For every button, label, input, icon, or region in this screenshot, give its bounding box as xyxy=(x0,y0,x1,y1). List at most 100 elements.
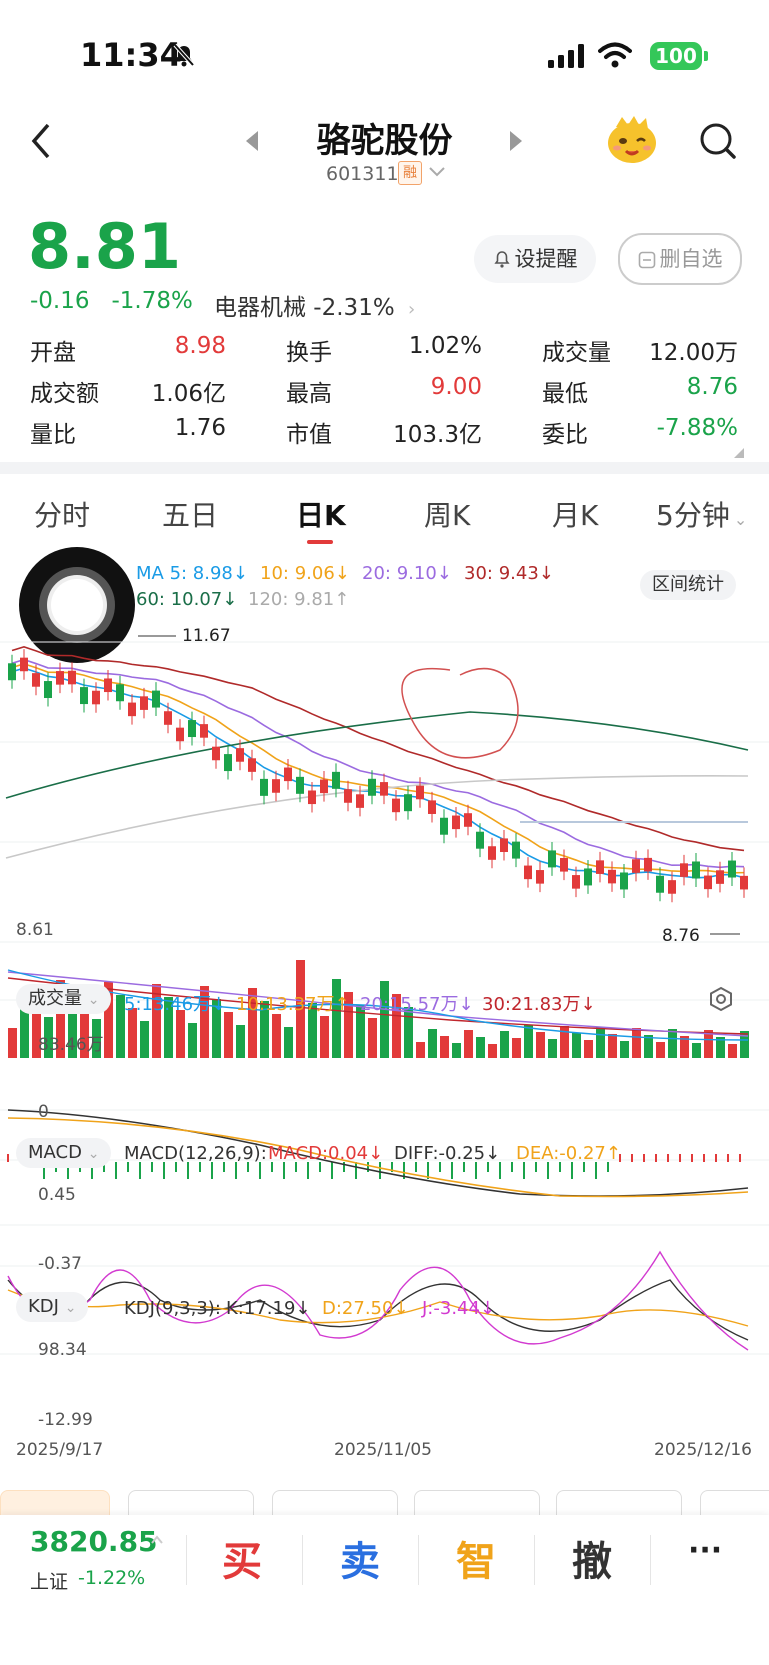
candle xyxy=(692,861,700,879)
settings-hex-icon[interactable] xyxy=(708,986,734,1012)
volume-ma20 xyxy=(7,971,749,1037)
candle xyxy=(8,663,16,681)
candle xyxy=(440,817,448,835)
candle xyxy=(320,779,328,794)
candle xyxy=(116,684,124,702)
sector-link[interactable]: 电器机械 -2.31% › xyxy=(214,288,415,322)
volume-bar xyxy=(44,1017,53,1058)
candle xyxy=(356,794,364,808)
volume-bar xyxy=(212,999,221,1058)
volume-bar xyxy=(320,1016,329,1058)
candle xyxy=(368,778,376,796)
volume-bar xyxy=(224,1012,233,1058)
prev-stock-icon[interactable] xyxy=(244,129,260,153)
tab-daily-k[interactable]: 日K xyxy=(296,499,346,532)
volume-bar xyxy=(596,1027,605,1058)
back-arrow-icon[interactable] xyxy=(28,121,56,161)
smart-trade-button[interactable]: 智 xyxy=(456,1539,496,1585)
kdj-bottom-label: -12.99 xyxy=(38,1410,93,1430)
quote-label: 最高 xyxy=(286,381,332,407)
j-value: J:-3.44↓ xyxy=(422,1298,496,1319)
volume-bar xyxy=(500,1031,509,1058)
vol5-legend: 5:13.46万↓ xyxy=(124,994,227,1015)
candle xyxy=(236,748,244,762)
tab-five-day[interactable]: 五日 xyxy=(162,499,219,532)
dea-line xyxy=(7,1117,749,1198)
kline-chart-svg[interactable] xyxy=(0,600,769,1460)
candle xyxy=(56,671,64,685)
tab-monthly-k[interactable]: 月K xyxy=(552,499,599,532)
volume-bar xyxy=(200,986,209,1058)
more-button[interactable]: ··· xyxy=(688,1533,723,1568)
quote-label: 最低 xyxy=(542,381,588,407)
range-stats-button[interactable]: 区间统计 xyxy=(640,570,736,600)
candle xyxy=(344,789,352,803)
ma120-legend: 120: 9.81↑ xyxy=(248,589,350,610)
search-icon[interactable] xyxy=(698,121,738,161)
quote-value: 8.76 xyxy=(686,374,738,400)
volume-bar xyxy=(512,1038,521,1058)
volume-bar xyxy=(584,1040,593,1058)
minus-box-icon xyxy=(638,251,655,269)
candle xyxy=(80,687,88,705)
kdj-indicator-select[interactable]: KDJ ⌄ xyxy=(16,1292,89,1322)
candle xyxy=(332,771,340,789)
ma60-line xyxy=(5,711,749,799)
index-value[interactable]: 3820.85 xyxy=(30,1525,158,1558)
date-start: 2025/9/17 xyxy=(16,1440,104,1460)
volume-bar xyxy=(440,1036,449,1058)
bottom-trade-bar: 3820.85 上证 -1.22% 买 卖 智 撤 ··· xyxy=(0,1515,769,1665)
buy-button[interactable]: 买 xyxy=(222,1539,262,1585)
quote-label: 开盘 xyxy=(30,340,76,366)
candle xyxy=(104,678,112,693)
volume-bar xyxy=(188,1023,197,1058)
volume-zero-label: 0 xyxy=(38,1102,49,1122)
chevron-down-icon: ⌄ xyxy=(87,992,100,1008)
mascot-avatar-icon[interactable] xyxy=(606,115,658,165)
candle xyxy=(620,872,628,890)
candle xyxy=(680,863,688,877)
margin-badge: 融 xyxy=(398,161,422,185)
volume-bar xyxy=(608,1034,617,1058)
tab-5min[interactable]: 5分钟 ⌄ xyxy=(656,494,747,534)
cancel-order-button[interactable]: 撤 xyxy=(572,1539,612,1585)
candle xyxy=(668,880,676,894)
volume-bar xyxy=(284,1027,293,1058)
divider xyxy=(650,1535,651,1585)
expand-corner-icon[interactable] xyxy=(734,448,744,458)
volume-bar xyxy=(716,1037,725,1058)
status-bar: 11:34 100 xyxy=(0,0,769,110)
next-stock-icon[interactable] xyxy=(508,129,524,153)
volume-bar xyxy=(356,1005,365,1058)
candle xyxy=(188,720,196,738)
d-value: D:27.50↓ xyxy=(322,1298,409,1319)
candle xyxy=(632,859,640,873)
section-divider xyxy=(0,462,769,474)
floating-record-button[interactable] xyxy=(18,546,136,664)
quote-value: 1.02% xyxy=(408,333,482,359)
sell-button[interactable]: 卖 xyxy=(340,1539,380,1585)
diff-value: DIFF:-0.25↓ xyxy=(394,1143,501,1164)
ma120-line xyxy=(5,775,749,859)
macd-indicator-select[interactable]: MACD ⌄ xyxy=(16,1138,112,1168)
tab-intraday[interactable]: 分时 xyxy=(34,499,91,532)
ma30-legend: 30: 9.43↓ xyxy=(464,563,554,584)
tab-weekly-k[interactable]: 周K xyxy=(424,499,471,532)
volume-indicator-select[interactable]: 成交量 ⌄ xyxy=(16,984,112,1014)
remove-watchlist-button[interactable]: 删自选 xyxy=(618,233,742,285)
set-alert-label: 设提醒 xyxy=(514,247,578,271)
volume-bar xyxy=(8,1028,17,1058)
chevron-down-icon[interactable] xyxy=(428,165,446,179)
volume-bar xyxy=(476,1037,485,1058)
quote-label: 成交量 xyxy=(542,340,611,366)
candle xyxy=(656,875,664,893)
tab-5min-label: 5分钟 xyxy=(656,499,730,532)
volume-bar xyxy=(620,1041,629,1058)
cellular-signal-icon xyxy=(548,44,584,68)
set-alert-button[interactable]: 设提醒 xyxy=(474,235,596,283)
chevron-up-icon xyxy=(151,1535,163,1544)
date-mid: 2025/11/05 xyxy=(334,1440,432,1460)
stock-code: 601311 xyxy=(326,163,399,185)
volume-bar xyxy=(296,960,305,1058)
candle xyxy=(500,838,508,853)
